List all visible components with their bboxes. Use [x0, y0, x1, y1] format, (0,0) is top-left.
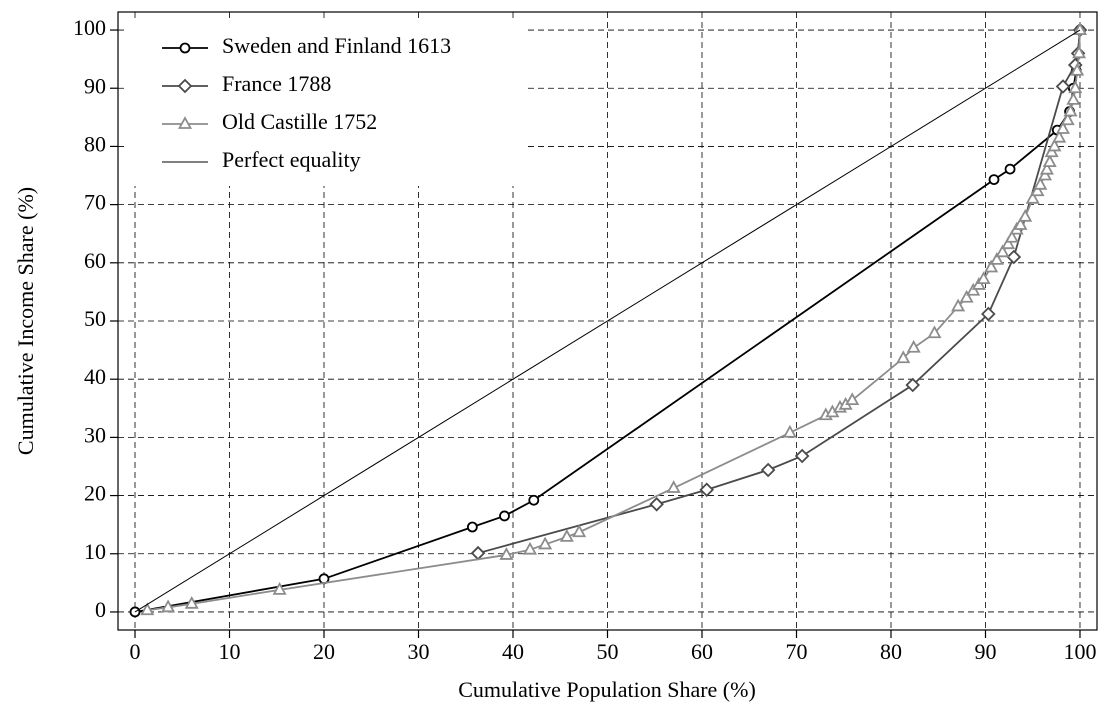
series [134, 29, 1081, 613]
y-tick-label: 40 [84, 364, 106, 389]
point [699, 482, 714, 498]
point [1030, 183, 1045, 197]
point [649, 497, 664, 512]
point [1070, 62, 1085, 76]
point [989, 252, 1004, 265]
y-tick-label: 10 [84, 539, 106, 564]
point [1013, 217, 1028, 230]
point [1047, 138, 1062, 152]
point [1006, 249, 1022, 265]
point [538, 536, 553, 550]
series [140, 22, 1088, 616]
point [988, 174, 1000, 185]
point [896, 350, 911, 364]
point [984, 259, 999, 273]
y-tick-label: 0 [95, 597, 106, 622]
point [466, 521, 478, 533]
point [782, 424, 797, 438]
y-axis-label: Cumulative Income Share (%) [13, 187, 38, 455]
point [528, 494, 540, 506]
point [951, 298, 966, 312]
y-tick-label: 50 [84, 306, 106, 331]
point [161, 599, 176, 613]
y-tick-label: 90 [84, 73, 106, 98]
point [1004, 163, 1016, 175]
point [1055, 79, 1071, 94]
legend-label: Old Castille 1752 [222, 109, 377, 134]
point [470, 545, 486, 561]
point [845, 392, 860, 406]
point [1072, 45, 1087, 59]
point [499, 547, 514, 560]
y-tick-label: 30 [84, 422, 106, 447]
x-tick-label: 60 [691, 639, 713, 664]
point [1063, 103, 1078, 117]
point [1004, 229, 1019, 243]
x-tick-label: 10 [219, 639, 241, 664]
legend-marker [177, 116, 193, 129]
legend-label: Perfect equality [222, 147, 361, 172]
point [1042, 154, 1057, 168]
y-tick-label: 100 [73, 15, 106, 40]
x-tick-label: 100 [1063, 639, 1096, 664]
x-tick-label: 80 [880, 639, 902, 664]
x-tick-label: 30 [408, 639, 430, 664]
point [927, 325, 942, 339]
point [1025, 190, 1040, 204]
legend-marker [179, 42, 191, 54]
point [905, 377, 921, 393]
legend-label: France 1788 [222, 71, 331, 96]
point [981, 306, 996, 322]
point [794, 448, 810, 464]
plot-frame [117, 11, 1098, 631]
point [559, 529, 574, 542]
y-tick-label: 80 [84, 131, 106, 156]
point [140, 602, 155, 616]
x-tick-label: 0 [130, 639, 141, 664]
point [906, 339, 921, 353]
y-tick-label: 60 [84, 248, 106, 273]
series-line [134, 29, 1081, 613]
y-tick-label: 20 [84, 481, 106, 506]
legend-marker [177, 78, 193, 94]
x-tick-label: 20 [313, 639, 335, 664]
legend-box [124, 18, 524, 186]
point [1066, 92, 1081, 105]
x-tick-label: 50 [597, 639, 619, 664]
legend-label: Sweden and Finland 1613 [222, 33, 451, 58]
series-line [477, 29, 1081, 555]
point [499, 510, 510, 522]
x-tick-label: 90 [974, 639, 996, 664]
y-tick-label: 70 [84, 190, 106, 215]
point [1018, 208, 1033, 222]
point [1055, 121, 1071, 134]
point [976, 271, 991, 285]
point [995, 244, 1010, 258]
point [1001, 236, 1016, 250]
point [522, 541, 538, 555]
point [1068, 80, 1083, 94]
point [760, 462, 776, 478]
point [1060, 112, 1075, 126]
x-tick-label: 40 [502, 639, 524, 664]
x-tick-label: 70 [785, 639, 807, 664]
point [1033, 176, 1048, 190]
point [572, 524, 587, 538]
point [1039, 161, 1054, 175]
point [272, 581, 287, 595]
x-axis-label: Cumulative Population Share (%) [458, 677, 756, 702]
point [959, 289, 974, 303]
point [1052, 129, 1067, 143]
point [666, 480, 681, 493]
point [184, 595, 199, 609]
